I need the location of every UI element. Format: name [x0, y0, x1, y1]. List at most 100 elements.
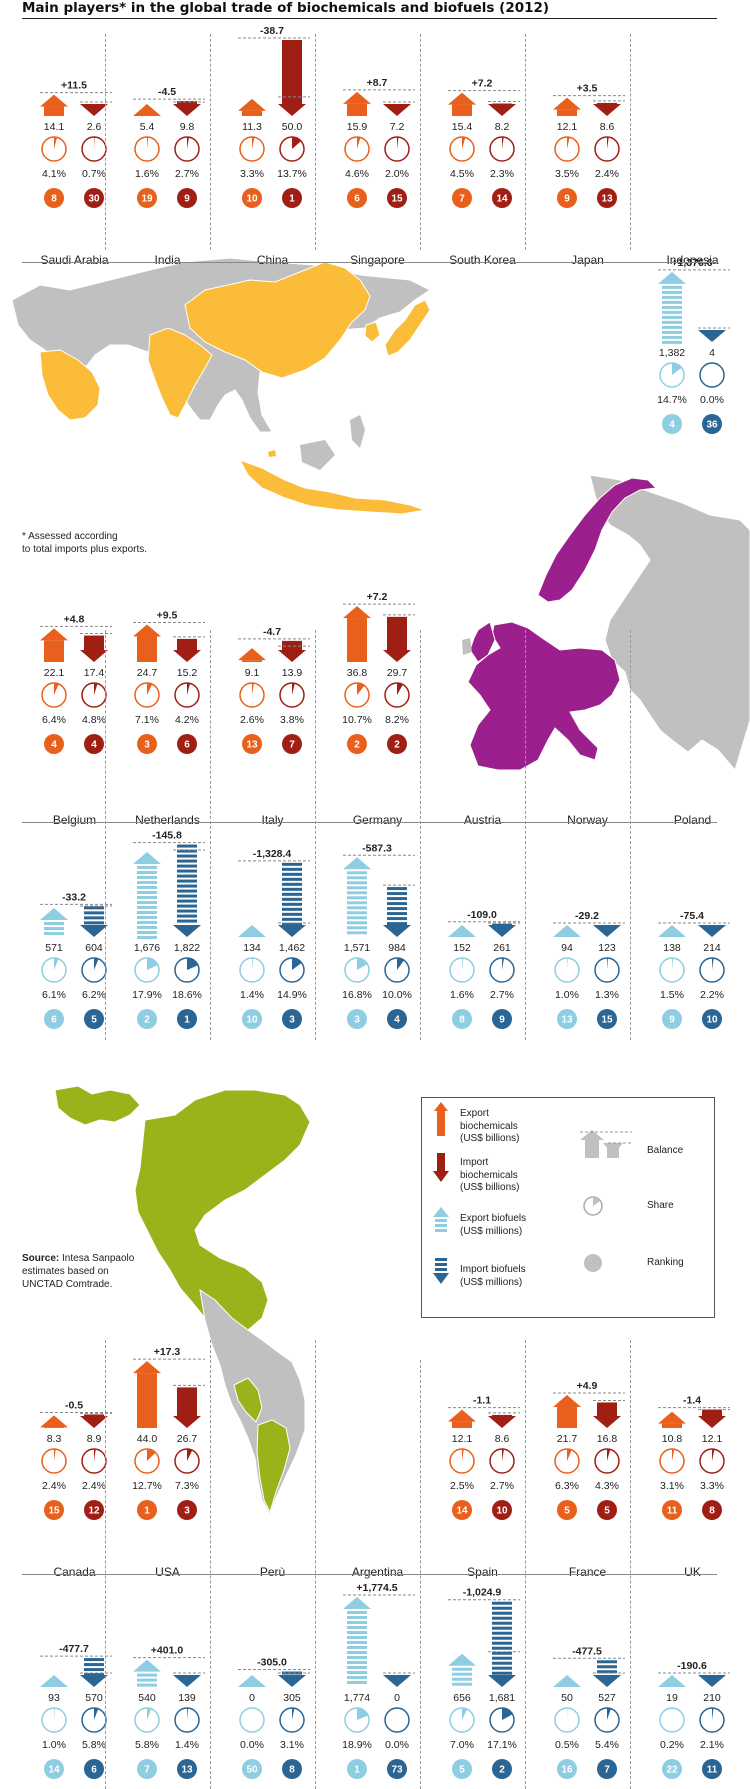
usa-fuel-import-rank-circle — [177, 1759, 197, 1779]
usa-bio-import-share: 7.3% — [175, 1480, 199, 1492]
netherlands-fuel-import-rank-text: 1 — [184, 1015, 190, 1026]
canada-fuel-import-rank-text: 6 — [91, 1765, 97, 1776]
spain-bio-import-share-pie-wedge — [502, 1449, 505, 1461]
saudi-arabia-bio-export-arrow-head — [40, 94, 68, 107]
italy-fuel-export-arrow — [238, 925, 266, 937]
canada-bio-import-rank-circle — [84, 1500, 104, 1520]
poland-fuel-import-arrow — [698, 925, 726, 937]
france-bio-export-arrow — [553, 1395, 581, 1428]
austria-fuel-import-rank: 9 — [492, 1009, 512, 1029]
japan-bio-import-rank: 13 — [597, 188, 617, 208]
france-bio-import-arrow-body — [597, 1402, 617, 1416]
france-bio-export-share: 6.3% — [555, 1480, 579, 1492]
usa-bio-export-rank-text: 1 — [144, 1506, 150, 1517]
france-fuel-import-rank-circle — [597, 1759, 617, 1779]
usa-bio-export-arrow-head — [133, 1361, 161, 1374]
italy-fuel-import-rank-text: 3 — [289, 1015, 295, 1026]
per--fuel-import-rank: 8 — [282, 1759, 302, 1779]
spain-fuel-export-arrow-head — [448, 1653, 476, 1666]
canada-fuel-export-share-pie — [41, 1707, 67, 1733]
spain-fuel-import-share: 17.1% — [487, 1739, 517, 1751]
argentina-fuel-export-arrow-stripe — [347, 1646, 367, 1649]
canada-fuel-balance: -477.7 — [59, 1643, 89, 1655]
poland-fuel-import-rank-text: 10 — [706, 1015, 718, 1026]
source-line-3: UNCTAD Comtrade. — [22, 1279, 113, 1290]
austria-fuel-export-share: 1.6% — [450, 989, 474, 1001]
country-label-indonesia: Indonesia — [666, 253, 719, 267]
spain-fuel-export-rank-circle — [452, 1759, 472, 1779]
poland-fuel-export-rank-text: 9 — [669, 1015, 675, 1026]
netherlands-fuel-import-arrow-stripe — [177, 914, 197, 918]
americas-column-separator-1 — [210, 1340, 211, 1789]
uk-fuel-import-share-pie-wedge — [712, 1708, 714, 1720]
italy-fuel-export-value: 134 — [243, 942, 261, 954]
france-fuel-import-rank-text: 7 — [604, 1765, 610, 1776]
netherlands-bio-import-share-pie — [174, 682, 200, 708]
south-korea-bio-import-value: 8.2 — [495, 121, 510, 133]
germany-fuel-export-arrow-stripe — [347, 921, 367, 925]
netherlands-fuel-import-arrow-head — [173, 925, 201, 937]
uk-bio-import-arrow — [698, 1409, 726, 1428]
asia-india — [147, 327, 213, 419]
france-bio-import-share-pie — [594, 1448, 620, 1474]
per--fuel-import-share: 3.1% — [280, 1739, 304, 1751]
poland-fuel-import-rank-circle — [702, 1009, 722, 1029]
italy-bio-import-rank-text: 7 — [289, 740, 295, 751]
poland-fuel-export-share-pie — [659, 957, 685, 983]
netherlands-fuel-import-arrow-stripe — [177, 909, 197, 913]
uk-fuel-balance: -190.6 — [677, 1660, 707, 1672]
spain-fuel-balance: -1,024.9 — [463, 1587, 502, 1599]
saudi-arabia-bio-export-share-pie-wedge — [54, 137, 58, 149]
canada-bio-import-arrow-body — [84, 1414, 104, 1416]
japan-bio-import-share-pie-wedge — [607, 137, 609, 149]
germany-bio-export-rank-circle — [347, 734, 367, 754]
norway-fuel-export-rank-text: 13 — [561, 1015, 573, 1026]
usa-bio-export-share-pie — [134, 1448, 160, 1474]
france-fuel-import-share-pie-wedge — [607, 1708, 611, 1720]
netherlands-fuel-import-arrow-stripe — [177, 874, 197, 878]
austria-fuel-import-share: 2.7% — [490, 989, 514, 1001]
canada-fuel-export-share: 1.0% — [42, 1739, 66, 1751]
usa-fuel-export-arrow-stripe — [137, 1683, 157, 1687]
poland-fuel-export-arrow-head — [658, 925, 686, 937]
usa-fuel-export-share-pie — [134, 1707, 160, 1733]
norway-fuel-import-rank-text: 15 — [601, 1015, 613, 1026]
per--fuel-export-share: 0.0% — [240, 1739, 264, 1751]
europe-label-rule — [22, 822, 717, 823]
norway-fuel-export-value: 94 — [561, 942, 573, 954]
country-label-belgium: Belgium — [52, 813, 97, 827]
netherlands-bio-export-arrow-head — [133, 624, 161, 637]
india-bio-import-arrow — [173, 101, 201, 116]
indonesia-fuel-import-value: 4 — [709, 347, 715, 359]
belgium-fuel-balance: -33.2 — [62, 891, 86, 903]
austria-fuel-export-share-pie — [449, 957, 475, 983]
netherlands-bio-import-arrow — [173, 638, 201, 662]
italy-fuel-export-share-pie-wedge — [252, 958, 254, 970]
legend-export-biofuels-arrow — [433, 1207, 449, 1232]
canada-bio-import-share-pie-wedge — [94, 1449, 96, 1461]
netherlands-fuel-import-arrow-stripe — [177, 849, 197, 853]
canada-bio-export-arrow-body — [44, 1427, 64, 1428]
usa-bio-import-rank-circle — [177, 1500, 197, 1520]
norway-fuel-export-rank-circle — [557, 1009, 577, 1029]
canada-bio-export-rank-circle — [44, 1500, 64, 1520]
country-label-argentina: Argentina — [351, 1565, 404, 1579]
legend-balance-label: Balance — [647, 1145, 684, 1156]
spain-bio-import-arrow-body — [492, 1414, 512, 1416]
asia-column-separator-4 — [525, 34, 526, 250]
poland-fuel-export-value: 138 — [663, 942, 681, 954]
netherlands-fuel-export-share-pie — [134, 957, 160, 983]
south-korea-bio-export-arrow-body — [452, 104, 472, 116]
argentina-fuel-export-arrow-stripe — [347, 1656, 367, 1659]
uk-fuel-export-rank-circle — [662, 1759, 682, 1779]
france-fuel-balance: -477.5 — [572, 1645, 602, 1657]
spain-bio-export-rank-text: 14 — [456, 1506, 468, 1517]
indonesia-fuel-export-arrow — [658, 271, 686, 344]
canada-bio-export-arrow-head — [40, 1415, 68, 1428]
legend-import-biofuels-arrow — [433, 1258, 449, 1284]
netherlands-fuel-import-arrow-stripe — [177, 859, 197, 863]
norway-fuel-export-share-pie-wedge — [567, 957, 568, 970]
france-fuel-export-arrow-head — [553, 1675, 581, 1687]
austria-fuel-export-rank: 8 — [452, 1009, 472, 1029]
netherlands-fuel-export-rank-text: 2 — [144, 1015, 150, 1026]
